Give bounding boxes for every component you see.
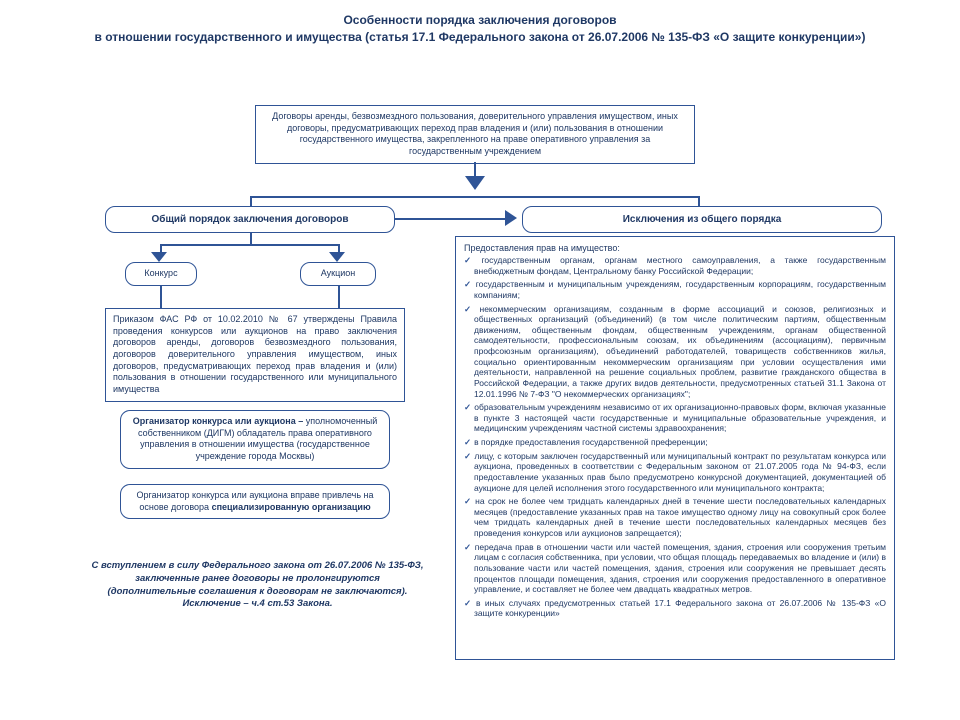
connector: [250, 196, 700, 198]
page-title: Особенности порядка заключения договоров…: [0, 0, 960, 54]
connector: [474, 162, 476, 176]
organizer-box: Организатор конкурса или аукциона – упол…: [120, 410, 390, 469]
connector: [160, 244, 340, 246]
exceptions-item: образовательным учреждениям независимо о…: [464, 402, 886, 434]
general-procedure-heading: Общий порядок заключения договоров: [105, 206, 395, 233]
connector: [250, 232, 252, 244]
exceptions-item: государственным и муниципальным учрежден…: [464, 279, 886, 300]
exceptions-item: в порядке предоставления государственной…: [464, 437, 886, 448]
connector: [250, 196, 252, 206]
exceptions-item: лицу, с которым заключен государственный…: [464, 451, 886, 494]
specialized-org-box: Организатор конкурса или аукциона вправе…: [120, 484, 390, 519]
footnote: С вступлением в силу Федерального закона…: [90, 560, 425, 611]
exceptions-list: государственным органам, органам местног…: [464, 255, 886, 619]
contracts-scope-box: Договоры аренды, безвозмездного пользова…: [255, 105, 695, 164]
organizer-text: Организатор конкурса или аукциона – упол…: [133, 416, 378, 461]
connector: [338, 286, 340, 308]
competition-box: Конкурс: [125, 262, 197, 286]
exceptions-item: передача прав в отношении части или част…: [464, 542, 886, 595]
arrow-icon: [505, 210, 517, 226]
spec-org-text: Организатор конкурса или аукциона вправе…: [137, 490, 374, 512]
exceptions-item: на срок не более чем тридцать календарны…: [464, 496, 886, 539]
connector: [160, 286, 162, 308]
arrow-icon: [465, 176, 485, 190]
exceptions-item: некоммерческим организациям, созданным в…: [464, 304, 886, 400]
arrow-icon: [151, 252, 167, 262]
exceptions-item: государственным органам, органам местног…: [464, 255, 886, 276]
arrow-icon: [329, 252, 345, 262]
exceptions-intro: Предоставления прав на имущество:: [464, 243, 886, 253]
connector: [698, 196, 700, 206]
fas-rules-box: Приказом ФАС РФ от 10.02.2010 № 67 утвер…: [105, 308, 405, 402]
connector: [338, 244, 340, 252]
connector: [160, 244, 162, 252]
auction-box: Аукцион: [300, 262, 376, 286]
exceptions-item: в иных случаях предусмотренных статьей 1…: [464, 598, 886, 619]
exceptions-box: Предоставления прав на имущество: госуда…: [455, 236, 895, 660]
exceptions-heading: Исключения из общего порядка: [522, 206, 882, 233]
connector: [395, 218, 505, 220]
